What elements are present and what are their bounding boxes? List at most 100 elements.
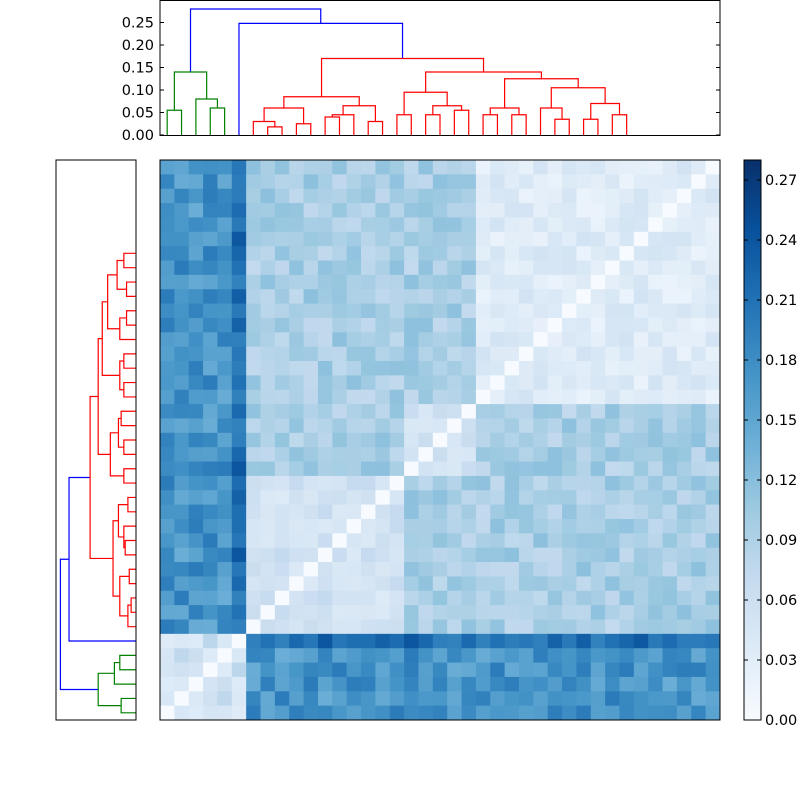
heatmap-cell [533, 691, 549, 707]
heatmap-cell [590, 461, 606, 477]
heatmap-cell [260, 576, 276, 592]
heatmap-cell [246, 432, 261, 448]
heatmap-cell [576, 447, 592, 462]
heatmap-cell [418, 547, 434, 563]
heatmap-cell [317, 346, 333, 362]
heatmap-cell [174, 289, 190, 304]
heatmap-cell [576, 289, 592, 304]
heatmap-cell [447, 518, 462, 534]
heatmap-cell [217, 490, 233, 506]
heatmap-cell [346, 676, 362, 692]
heatmap-cell [289, 475, 304, 491]
heatmap-cell [160, 605, 175, 620]
heatmap-cell [274, 231, 290, 247]
heatmap-cell [361, 274, 376, 290]
heatmap-cell [231, 289, 247, 304]
heatmap-cell [317, 361, 333, 376]
heatmap-cell [246, 547, 261, 563]
heatmap-cell [231, 461, 247, 477]
heatmap-cell [633, 648, 649, 663]
heatmap-cell [562, 289, 577, 304]
heatmap-cell [303, 418, 319, 434]
heatmap-cell [404, 504, 419, 520]
heatmap-cell [691, 676, 707, 692]
heatmap-cell [490, 691, 506, 707]
heatmap-cell [576, 562, 592, 577]
heatmap-cell [289, 217, 304, 233]
heatmap-cell [217, 231, 233, 247]
heatmap-cell [346, 346, 362, 362]
heatmap-cell [303, 317, 319, 333]
heatmap-cell [332, 404, 348, 419]
heatmap-cell [231, 260, 247, 276]
heatmap-cell [418, 662, 434, 678]
heatmap-cell [662, 317, 678, 333]
heatmap-cell [404, 562, 419, 577]
heatmap-cell [160, 576, 175, 592]
heatmap-cell [691, 260, 707, 276]
heatmap-cell [346, 217, 362, 233]
heatmap-cell [676, 619, 692, 635]
heatmap-cell [346, 447, 362, 462]
heatmap-cell [648, 303, 663, 319]
heatmap-cell [447, 562, 462, 577]
heatmap-cell [203, 404, 218, 419]
heatmap-cell [361, 504, 376, 520]
heatmap-cell [475, 404, 491, 419]
heatmap-cell [576, 691, 592, 707]
heatmap-cell [361, 203, 376, 218]
heatmap-cell [490, 605, 506, 620]
heatmap-cell [303, 274, 319, 290]
heatmap-cell [375, 332, 391, 348]
heatmap-cell [590, 274, 606, 290]
heatmap-cell [160, 289, 175, 304]
heatmap-cell [188, 404, 204, 419]
heatmap-cell [260, 662, 276, 678]
heatmap-cell [562, 361, 577, 376]
heatmap-cell [475, 633, 491, 649]
heatmap-cell [404, 490, 419, 506]
heatmap-cell [404, 217, 419, 233]
heatmap-cell [504, 289, 520, 304]
heatmap-cell [590, 332, 606, 348]
heatmap-cell [562, 605, 577, 620]
heatmap-cell [260, 231, 276, 247]
heatmap-cell [389, 231, 405, 247]
heatmap-cell [547, 375, 563, 391]
heatmap-cell [246, 246, 261, 261]
heatmap-cell [432, 504, 448, 520]
heatmap-cell [504, 231, 520, 247]
heatmap-cell [590, 418, 606, 434]
heatmap-cell [648, 203, 663, 218]
heatmap-cell [303, 533, 319, 549]
heatmap-cell [174, 404, 190, 419]
heatmap-cell [447, 317, 462, 333]
heatmap-cell [648, 691, 663, 707]
heatmap-cell [217, 418, 233, 434]
heatmap-cell [447, 648, 462, 663]
heatmap-cell [662, 676, 678, 692]
heatmap-cell [346, 504, 362, 520]
heatmap-cell [203, 289, 218, 304]
heatmap-cell [332, 533, 348, 549]
heatmap-cell [231, 590, 247, 606]
heatmap-cell [691, 605, 707, 620]
heatmap-cell [188, 160, 204, 175]
heatmap-cell [504, 418, 520, 434]
heatmap-cell [691, 361, 707, 376]
heatmap-cell [504, 317, 520, 333]
heatmap-cell [662, 605, 678, 620]
heatmap-cell [605, 203, 620, 218]
heatmap-cell [188, 375, 204, 391]
heatmap-cell [346, 160, 362, 175]
heatmap-cell [246, 389, 261, 405]
heatmap-cell [404, 174, 419, 190]
heatmap-cell [346, 590, 362, 606]
heatmap-cell [231, 217, 247, 233]
heatmap-cell [317, 332, 333, 348]
heatmap-cell [231, 662, 247, 678]
heatmap-cell [418, 447, 434, 462]
heatmap-cell [490, 619, 506, 635]
heatmap-cell [217, 389, 233, 405]
heatmap-cell [361, 648, 376, 663]
